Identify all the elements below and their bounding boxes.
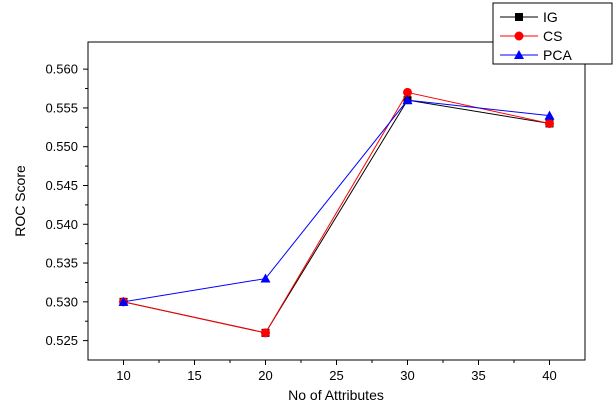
y-tick-label: 0.555 bbox=[45, 100, 78, 115]
y-tick-label: 0.535 bbox=[45, 256, 78, 271]
x-axis: 10 15 20 25 30 35 40 bbox=[116, 360, 557, 383]
legend-label: CS bbox=[543, 28, 562, 44]
x-tick-label: 15 bbox=[187, 368, 201, 383]
data-point-cs bbox=[545, 118, 554, 128]
y-tick-label: 0.545 bbox=[45, 178, 78, 193]
series-cs bbox=[119, 87, 554, 338]
legend-marker-ig bbox=[515, 13, 523, 21]
series-ig bbox=[119, 96, 554, 337]
data-point-pca bbox=[544, 110, 555, 120]
data-point-pca bbox=[118, 296, 129, 306]
y-tick-label: 0.560 bbox=[45, 62, 78, 77]
series-line-pca bbox=[123, 99, 550, 303]
y-tick-label: 0.550 bbox=[45, 139, 78, 154]
data-point-pca bbox=[260, 273, 271, 283]
series-line-ig bbox=[123, 99, 550, 334]
x-tick-label: 40 bbox=[542, 368, 556, 383]
data-point-cs bbox=[403, 87, 412, 97]
legend-marker-pca bbox=[514, 50, 524, 59]
x-axis-label: No of Attributes bbox=[288, 387, 384, 403]
legend-box bbox=[492, 2, 613, 65]
legend-marker-cs bbox=[514, 31, 524, 41]
data-point-cs bbox=[261, 328, 270, 338]
legend-label: IG bbox=[543, 9, 558, 25]
series-pca bbox=[118, 95, 555, 306]
legend-label: PCA bbox=[543, 47, 572, 63]
legend: IG CS PCA bbox=[492, 2, 613, 65]
y-axis: 0.525 0.530 0.535 0.540 0.545 0.550 0.555 0.560 bbox=[45, 62, 88, 348]
y-tick-label: 0.530 bbox=[45, 294, 78, 309]
data-point-pca bbox=[402, 95, 413, 105]
y-tick-label: 0.525 bbox=[45, 333, 78, 348]
x-tick-label: 10 bbox=[116, 368, 130, 383]
series-layer bbox=[118, 87, 555, 338]
series-line-cs bbox=[123, 91, 550, 334]
y-axis-label: ROC Score bbox=[12, 165, 28, 237]
x-tick-label: 20 bbox=[258, 368, 272, 383]
x-tick-label: 30 bbox=[400, 368, 414, 383]
x-tick-label: 35 bbox=[471, 368, 485, 383]
y-tick-label: 0.540 bbox=[45, 217, 78, 232]
x-tick-label: 25 bbox=[329, 368, 343, 383]
plot-frame bbox=[87, 41, 586, 361]
